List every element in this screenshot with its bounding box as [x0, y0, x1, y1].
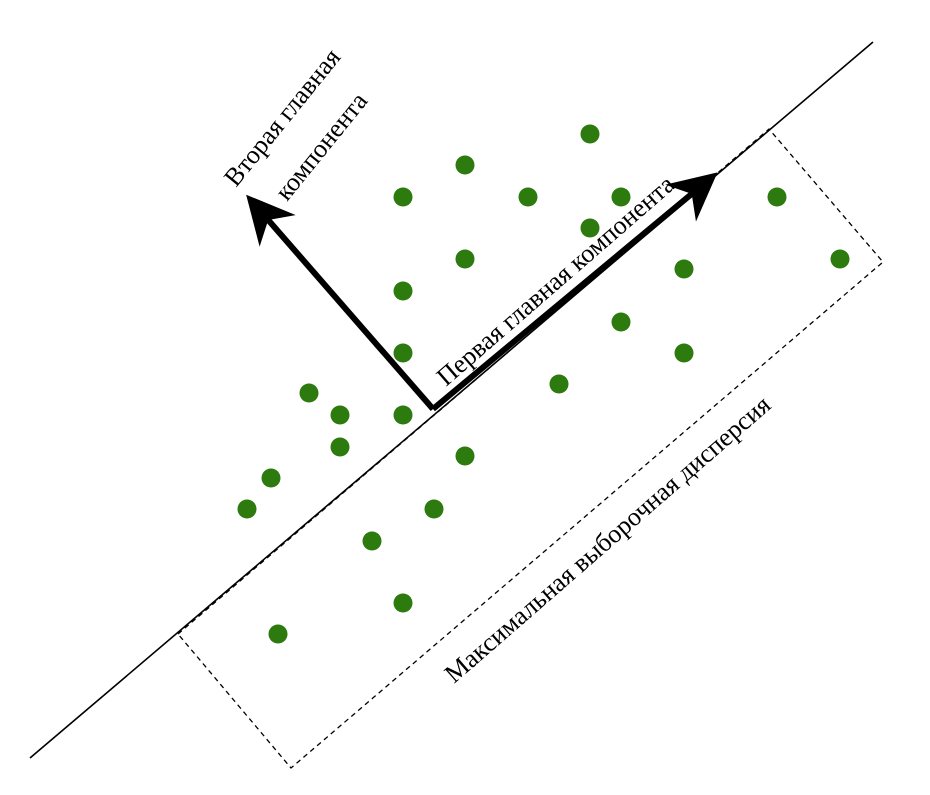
data-point [518, 187, 538, 207]
data-point [580, 218, 600, 238]
data-point [424, 499, 444, 519]
data-point [393, 187, 413, 207]
data-point [674, 259, 694, 279]
data-point [393, 593, 413, 613]
data-point [393, 405, 413, 425]
data-point [299, 383, 319, 403]
data-point [549, 374, 569, 394]
data-point [330, 405, 350, 425]
data-point [362, 531, 382, 551]
first-component-label: Первая главная компонента [431, 169, 681, 391]
data-point [455, 446, 475, 466]
data-point [767, 187, 787, 207]
data-points [237, 124, 850, 644]
data-point [830, 249, 850, 269]
data-point [674, 343, 694, 363]
data-point [268, 624, 288, 644]
principal-axis-line [29, 41, 874, 759]
data-point [611, 187, 631, 207]
first-component-arrow [431, 172, 718, 412]
max-variance-label: Максимальная выборочная дисперсия [439, 390, 776, 689]
data-point [455, 155, 475, 175]
data-point [611, 312, 631, 332]
data-point [237, 499, 257, 519]
data-point [393, 343, 413, 363]
second-component-arrow [246, 194, 436, 411]
data-point [455, 249, 475, 269]
data-point [330, 437, 350, 457]
max-variance-box [177, 128, 884, 769]
data-point [393, 281, 413, 301]
data-point [580, 124, 600, 144]
data-point [261, 468, 281, 488]
